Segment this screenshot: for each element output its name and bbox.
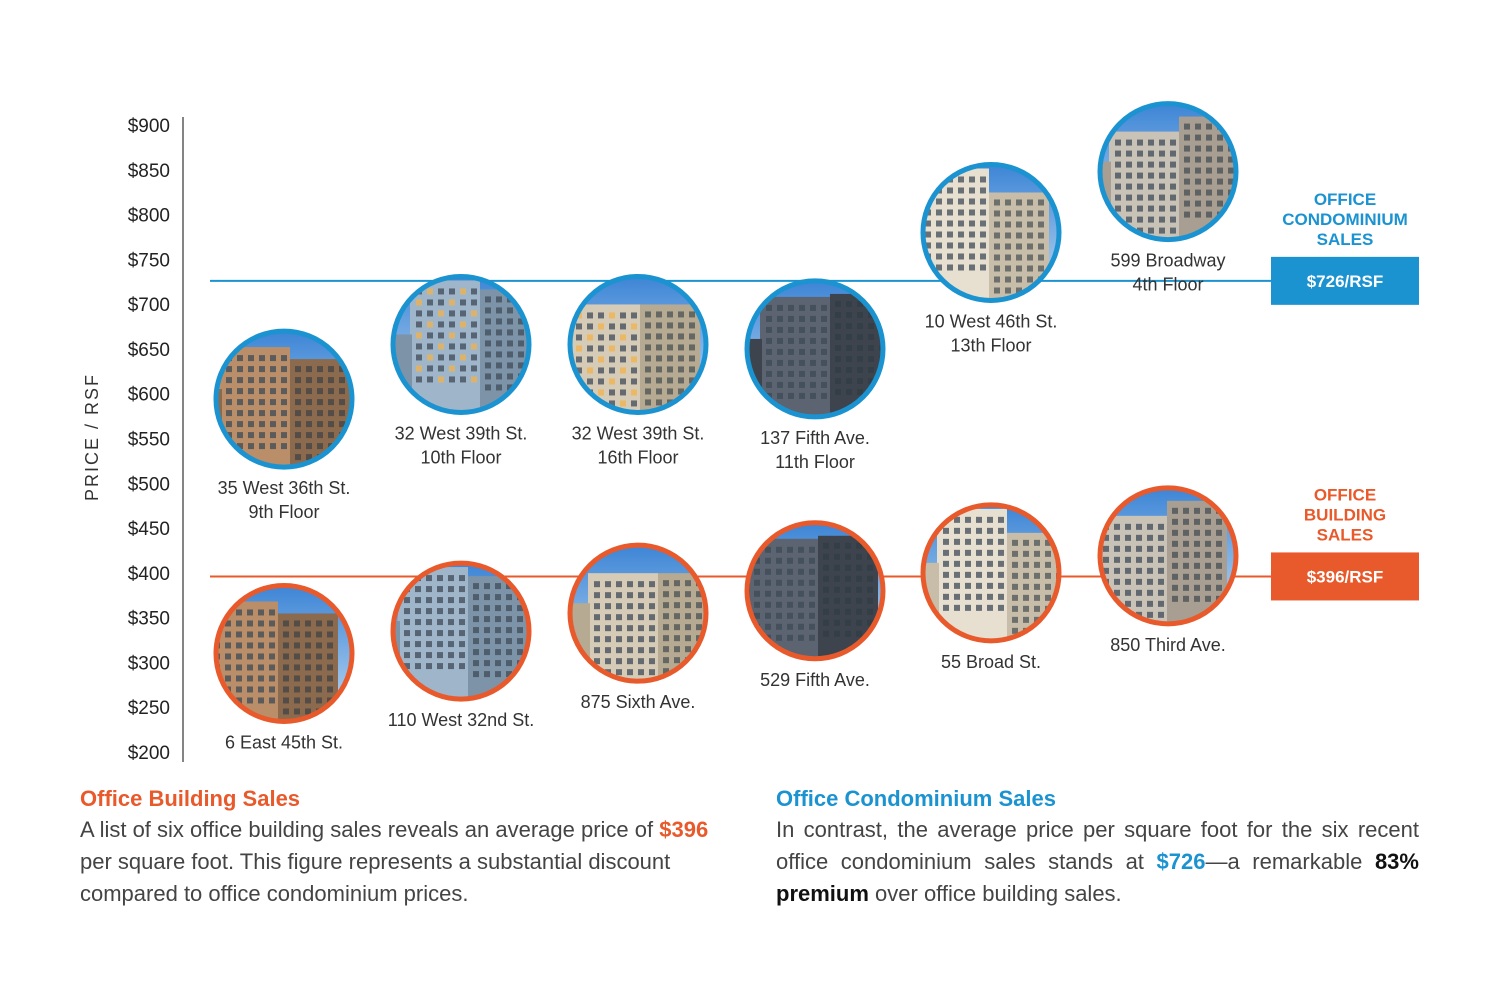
y-axis-title: PRICE / RSF bbox=[82, 373, 102, 501]
building-average-value: $396 bbox=[659, 817, 709, 842]
point-ring bbox=[213, 328, 355, 470]
office-building-sales-text: A list of six office building sales reve… bbox=[80, 814, 730, 910]
building-point: 850 Third Ave. bbox=[1097, 485, 1239, 655]
condo-text-a: In contrast, the average price per squar… bbox=[776, 817, 1419, 874]
point-ring bbox=[1097, 101, 1239, 243]
point-label: 10 West 46th St. bbox=[925, 311, 1058, 331]
y-tick-label: $650 bbox=[128, 340, 170, 361]
series-title: SALES bbox=[1317, 230, 1374, 249]
point-label: 13th Floor bbox=[950, 335, 1031, 355]
y-tick-label: $400 bbox=[128, 564, 170, 585]
point-label: 529 Fifth Ave. bbox=[760, 670, 870, 690]
y-tick-label: $900 bbox=[128, 116, 170, 137]
building-point: 529 Fifth Ave. bbox=[744, 520, 886, 690]
series-title: OFFICE bbox=[1314, 485, 1376, 504]
office-condominium-sales-heading: Office Condominium Sales bbox=[776, 786, 1056, 811]
point-label: 4th Floor bbox=[1132, 275, 1203, 295]
price-chart: $900 $850 $800 $750 $700 $650 $600 $550 $500 $450… bbox=[82, 101, 1419, 764]
point-ring bbox=[1097, 485, 1239, 627]
point-label: 110 West 32nd St. bbox=[388, 710, 534, 730]
series-title: SALES bbox=[1317, 525, 1374, 544]
office-condominium-sales-note: Office Condominium Sales In contrast, th… bbox=[776, 786, 1419, 910]
condo-text-b: —a remarkable bbox=[1205, 849, 1375, 874]
point-ring bbox=[567, 273, 709, 415]
building-point: 110 West 32nd St. bbox=[388, 560, 534, 730]
series-title: BUILDING bbox=[1304, 505, 1386, 524]
point-ring bbox=[920, 502, 1062, 644]
point-label: 32 West 39th St. bbox=[395, 423, 528, 443]
point-ring bbox=[744, 520, 886, 662]
y-tick-label: $700 bbox=[128, 295, 170, 316]
condo-text-c: over office building sales. bbox=[868, 881, 1122, 906]
point-label: 11th Floor bbox=[775, 452, 855, 472]
y-tick-label: $850 bbox=[128, 161, 170, 182]
y-tick-label: $750 bbox=[128, 250, 170, 271]
average-tag-box bbox=[1271, 256, 1419, 305]
y-tick-label: $350 bbox=[128, 609, 170, 630]
condo-average-value: $726 bbox=[1156, 849, 1206, 874]
point-ring bbox=[390, 560, 532, 702]
point-ring bbox=[390, 273, 532, 415]
building-point: 599 Broadway 4th Floor bbox=[1097, 101, 1239, 295]
series-title: CONDOMINIUM bbox=[1282, 210, 1408, 229]
y-tick-label: $800 bbox=[128, 206, 170, 227]
point-label: 599 Broadway bbox=[1110, 251, 1225, 271]
average-tag-box bbox=[1271, 552, 1419, 601]
point-label: 32 West 39th St. bbox=[572, 423, 705, 443]
point-label: 6 East 45th St. bbox=[225, 732, 343, 752]
point-ring bbox=[213, 582, 355, 724]
office-condominium-sales-text: In contrast, the average price per squar… bbox=[776, 814, 1419, 910]
point-ring bbox=[920, 161, 1062, 303]
average-tag-value: $726/RSF bbox=[1307, 272, 1384, 291]
series-title: OFFICE bbox=[1314, 190, 1376, 209]
point-ring bbox=[744, 278, 886, 420]
building-point: 875 Sixth Ave. bbox=[567, 542, 709, 712]
point-label: 875 Sixth Ave. bbox=[581, 692, 696, 712]
point-label: 10th Floor bbox=[420, 447, 501, 467]
building-point: 35 West 36th St. 9th Floor bbox=[213, 328, 355, 522]
office-building-sales-note: Office Building Sales A list of six offi… bbox=[80, 786, 730, 910]
point-label: 35 West 36th St. bbox=[218, 478, 351, 498]
point-label: 137 Fifth Ave. bbox=[760, 428, 870, 448]
point-label: 850 Third Ave. bbox=[1110, 635, 1225, 655]
y-tick-label: $300 bbox=[128, 653, 170, 674]
point-label: 9th Floor bbox=[248, 502, 319, 522]
building-text-a: A list of six office building sales reve… bbox=[80, 817, 660, 842]
building-point: 137 Fifth Ave. 11th Floor bbox=[744, 278, 886, 472]
y-axis: $900 $850 $800 $750 $700 $650 $600 $550 $500 $450… bbox=[82, 116, 184, 764]
point-label: 16th Floor bbox=[597, 447, 678, 467]
building-point: 32 West 39th St. 10th Floor bbox=[390, 273, 532, 467]
point-ring bbox=[567, 542, 709, 684]
y-tick-label: $500 bbox=[128, 474, 170, 495]
y-tick-label: $250 bbox=[128, 698, 170, 719]
condo-premium: 83% premium bbox=[776, 849, 1419, 906]
y-tick-label: $450 bbox=[128, 519, 170, 540]
y-tick-label: $600 bbox=[128, 385, 170, 406]
building-point: 10 West 46th St. 13th Floor bbox=[920, 161, 1062, 355]
building-point: 6 East 45th St. bbox=[213, 582, 355, 752]
y-tick-label: $550 bbox=[128, 430, 170, 451]
average-tag-value: $396/RSF bbox=[1307, 567, 1384, 586]
y-tick-label: $200 bbox=[128, 743, 170, 764]
building-text-b: per square foot. This figure represents … bbox=[80, 849, 671, 906]
office-building-sales-heading: Office Building Sales bbox=[80, 786, 301, 811]
building-point: 32 West 39th St. 16th Floor bbox=[567, 273, 709, 467]
point-label: 55 Broad St. bbox=[941, 652, 1041, 672]
building-point: 55 Broad St. bbox=[920, 502, 1062, 672]
